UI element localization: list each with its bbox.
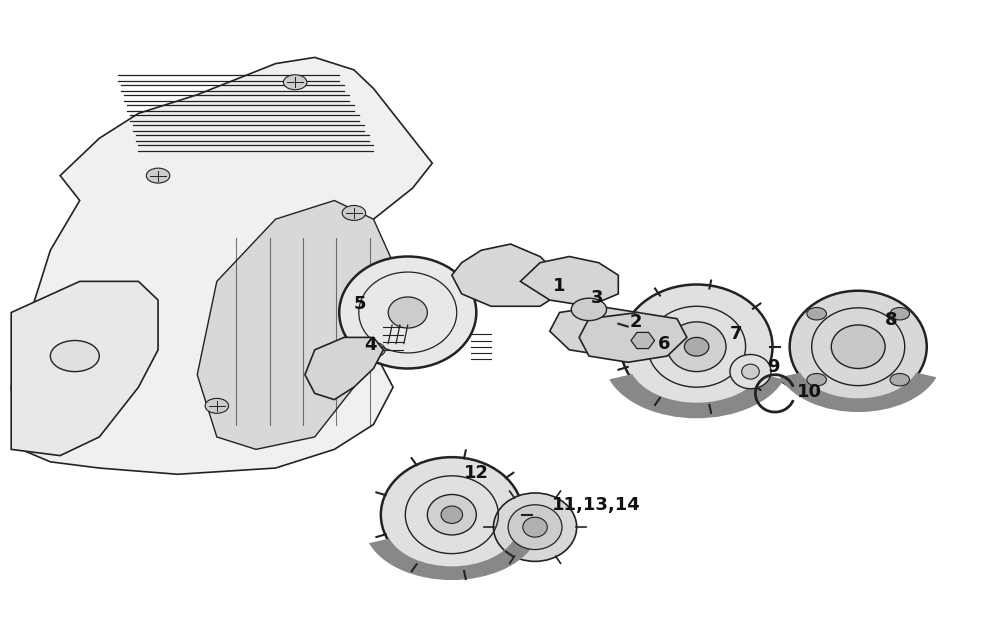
Text: 5: 5 <box>354 296 365 313</box>
Text: 2: 2 <box>630 314 642 331</box>
PathPatch shape <box>11 281 158 456</box>
Text: 12: 12 <box>464 464 489 482</box>
Ellipse shape <box>832 325 885 369</box>
PathPatch shape <box>579 312 686 362</box>
Ellipse shape <box>621 284 773 409</box>
Ellipse shape <box>684 338 709 356</box>
PathPatch shape <box>197 201 393 449</box>
Ellipse shape <box>730 354 771 389</box>
PathPatch shape <box>550 306 658 356</box>
Text: 8: 8 <box>885 311 898 329</box>
PathPatch shape <box>452 244 560 306</box>
Text: 9: 9 <box>767 358 780 376</box>
Text: 4: 4 <box>363 336 376 354</box>
Circle shape <box>361 342 385 357</box>
Ellipse shape <box>381 457 522 572</box>
Ellipse shape <box>388 297 427 328</box>
Ellipse shape <box>667 322 726 372</box>
Circle shape <box>807 374 827 386</box>
Circle shape <box>50 341 99 372</box>
Circle shape <box>146 168 170 183</box>
PathPatch shape <box>520 256 619 306</box>
Ellipse shape <box>441 506 463 523</box>
Wedge shape <box>780 372 937 412</box>
PathPatch shape <box>631 332 655 349</box>
Circle shape <box>342 206 365 221</box>
Ellipse shape <box>522 518 547 537</box>
Circle shape <box>205 398 229 413</box>
Text: 11,13,14: 11,13,14 <box>552 496 640 514</box>
Circle shape <box>890 308 909 320</box>
Ellipse shape <box>339 256 476 369</box>
Ellipse shape <box>741 364 759 379</box>
PathPatch shape <box>11 58 432 474</box>
Circle shape <box>807 308 827 320</box>
Text: 7: 7 <box>730 325 742 343</box>
Text: 3: 3 <box>591 289 603 307</box>
Text: 6: 6 <box>658 334 670 352</box>
Text: 10: 10 <box>796 383 822 401</box>
Circle shape <box>572 298 607 321</box>
Circle shape <box>284 75 307 90</box>
Text: 1: 1 <box>553 278 566 296</box>
Wedge shape <box>609 374 784 418</box>
Circle shape <box>890 374 909 386</box>
Ellipse shape <box>493 493 576 561</box>
Ellipse shape <box>790 291 927 402</box>
Wedge shape <box>369 539 534 580</box>
Ellipse shape <box>508 505 562 549</box>
PathPatch shape <box>305 338 383 399</box>
Ellipse shape <box>427 494 476 535</box>
